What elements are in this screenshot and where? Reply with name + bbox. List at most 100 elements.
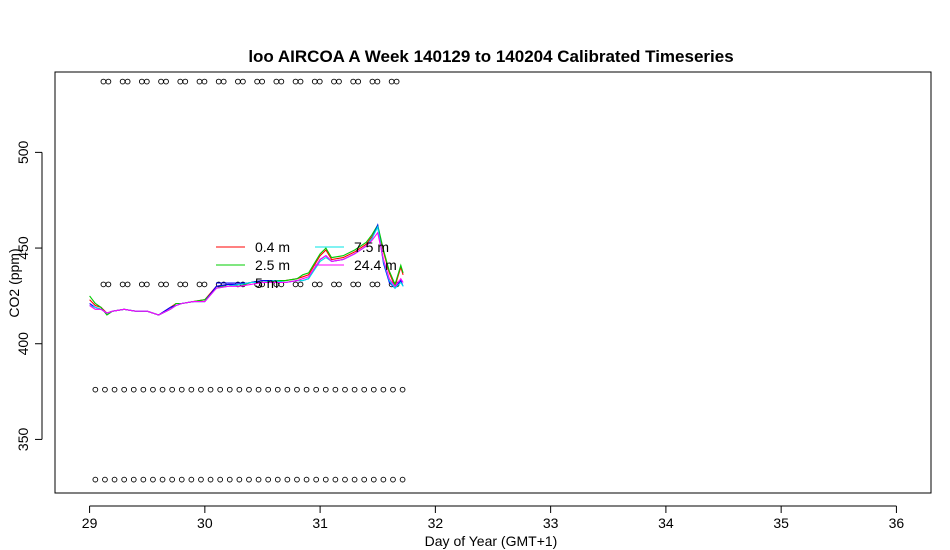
x-tick-label: 31 [312,515,328,531]
flag-marker [207,476,214,483]
marker-layer [92,78,406,483]
flag-marker [380,476,387,483]
flag-marker [313,386,320,393]
flag-marker [254,78,260,85]
x-axis-label: Day of Year (GMT+1) [425,533,558,549]
chart-title: loo AIRCOA A Week 140129 to 140204 Calib… [248,47,733,66]
flag-marker [177,78,184,85]
flag-marker [351,386,358,393]
flag-marker [390,386,396,393]
x-tick-label: 32 [428,515,444,531]
axis-layer: 29 30 31 32 33 34 35 36 350 400 450 500 [15,140,904,531]
flag-marker [336,281,342,288]
plot-frame [54,71,932,494]
flag-marker [169,386,176,393]
flag-marker [292,78,299,85]
flag-marker [201,78,208,85]
flag-marker [331,78,337,85]
flag-marker [92,476,99,483]
flag-marker [316,78,323,85]
flag-marker [350,78,357,85]
flag-marker [342,476,348,483]
flag-marker [158,78,164,85]
flag-marker [265,476,272,483]
flag-marker [265,386,272,393]
flag-marker [322,386,329,393]
y-tick-label: 450 [15,236,31,260]
flag-marker [236,476,243,483]
flag-marker [255,476,262,483]
flag-marker [399,386,406,393]
flag-marker [303,476,310,483]
flag-marker [273,78,280,85]
flag-marker [351,476,358,483]
flag-marker [342,386,348,393]
legend: 0.4 m 2.5 m 5 m 7.5 m 24.4 m [216,239,397,291]
flag-marker [374,78,381,85]
flag-marker [284,386,291,393]
flag-marker [188,476,195,483]
flag-marker [111,386,118,393]
flag-marker [361,476,368,483]
flag-marker [292,281,299,288]
flag-marker [102,476,108,483]
flag-marker [138,281,145,288]
flag-marker [388,78,395,85]
flag-marker [226,476,233,483]
flag-marker [196,281,203,288]
flag-marker [355,281,362,288]
flag-marker [198,386,204,393]
flag-marker [143,281,150,288]
flag-marker [311,78,318,85]
flag-marker [278,78,285,85]
legend-label: 5 m [255,275,278,291]
flag-marker [294,386,300,393]
flag-marker [159,386,166,393]
flag-marker [169,476,176,483]
flag-marker [370,386,377,393]
flag-marker [163,281,169,288]
flag-marker [311,281,318,288]
x-tick-label: 34 [658,515,674,531]
flag-marker [100,78,107,85]
flag-marker [143,78,150,85]
flag-marker [332,386,339,393]
flag-marker [198,476,204,483]
flag-marker [274,476,281,483]
flag-marker [201,281,208,288]
flag-marker [217,386,224,393]
legend-label: 7.5 m [354,239,389,255]
flag-marker [130,476,137,483]
flag-marker [294,476,300,483]
flag-marker [350,281,357,288]
flag-marker [182,281,189,288]
flag-marker [177,281,184,288]
x-tick-label: 29 [82,515,98,531]
flag-marker [220,78,227,85]
flag-marker [124,78,131,85]
flag-marker [240,78,246,85]
y-axis-label: CO2 (ppm) [6,248,22,317]
flag-marker [331,281,337,288]
flag-marker [316,281,323,288]
flag-marker [380,386,387,393]
flag-marker [163,78,169,85]
flag-marker [393,78,400,85]
flag-marker [138,78,145,85]
flag-marker [361,386,368,393]
flag-marker [105,78,112,85]
flag-marker [182,78,189,85]
y-tick-label: 400 [15,332,31,356]
legend-label: 0.4 m [255,239,290,255]
flag-marker [159,476,166,483]
flag-marker [336,78,342,85]
flag-marker [140,476,147,483]
series-line-4 [89,231,404,316]
flag-marker [355,78,362,85]
flag-marker [215,78,222,85]
flag-marker [150,386,156,393]
flag-marker [370,476,377,483]
flag-marker [121,386,127,393]
flag-marker [105,281,112,288]
flag-marker [178,476,185,483]
